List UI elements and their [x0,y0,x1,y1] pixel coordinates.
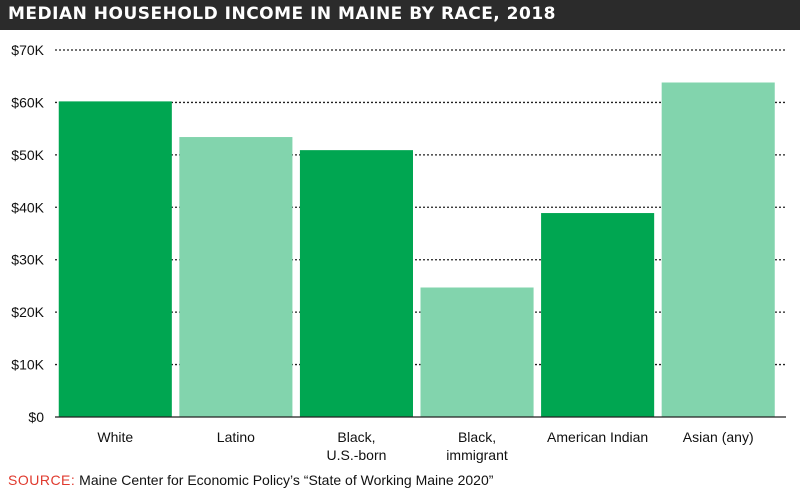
x-tick-label-line: Asian (any) [683,429,754,445]
bar [179,137,293,417]
x-tick-label-line: Latino [217,429,255,445]
x-tick-label: Latino [217,429,255,445]
x-tick-label-line: Black, [337,429,375,445]
y-tick-label: $30K [11,252,44,268]
y-tick-label: $60K [11,94,44,110]
x-tick-label: Black, U.S.-born [326,429,386,463]
bar [420,287,534,417]
title-bar: MEDIAN HOUSEHOLD INCOME IN MAINE BY RACE… [0,0,800,30]
bars [58,82,775,418]
y-tick-label: $40K [11,199,44,215]
chart-title: MEDIAN HOUSEHOLD INCOME IN MAINE BY RACE… [8,4,556,24]
bar [299,150,413,417]
x-tick-label: White [97,429,133,445]
gridlines [55,49,786,366]
source-note: SOURCE: Maine Center for Economic Policy… [8,472,493,488]
source-text: Maine Center for Economic Policy’s “Stat… [75,472,494,488]
x-tick-label: American Indian [547,429,648,445]
x-tick-label-line: White [97,429,133,445]
x-tick-label: Black, immigrant [446,429,508,463]
bar-chart: $0 $10K $20K $30K $40K $50K $60K $70K White Latin… [11,42,786,463]
x-tick-label-line: U.S.-born [326,447,386,463]
bar [661,82,775,418]
y-tick-label: $10K [11,357,44,373]
y-tick-label: $70K [11,42,44,58]
x-tick-label-line: immigrant [446,447,508,463]
x-tick-label-line: American Indian [547,429,648,445]
source-label: SOURCE: [8,472,76,488]
bar [541,213,655,417]
y-tick-label: $20K [11,304,44,320]
y-tick-label: $50K [11,147,44,163]
y-tick-label: $0 [28,409,44,425]
x-tick-label: Asian (any) [683,429,754,445]
bar [58,101,172,417]
axes: $0 $10K $20K $30K $40K $50K $60K $70K White Latin… [11,42,786,463]
x-tick-label-line: Black, [458,429,496,445]
